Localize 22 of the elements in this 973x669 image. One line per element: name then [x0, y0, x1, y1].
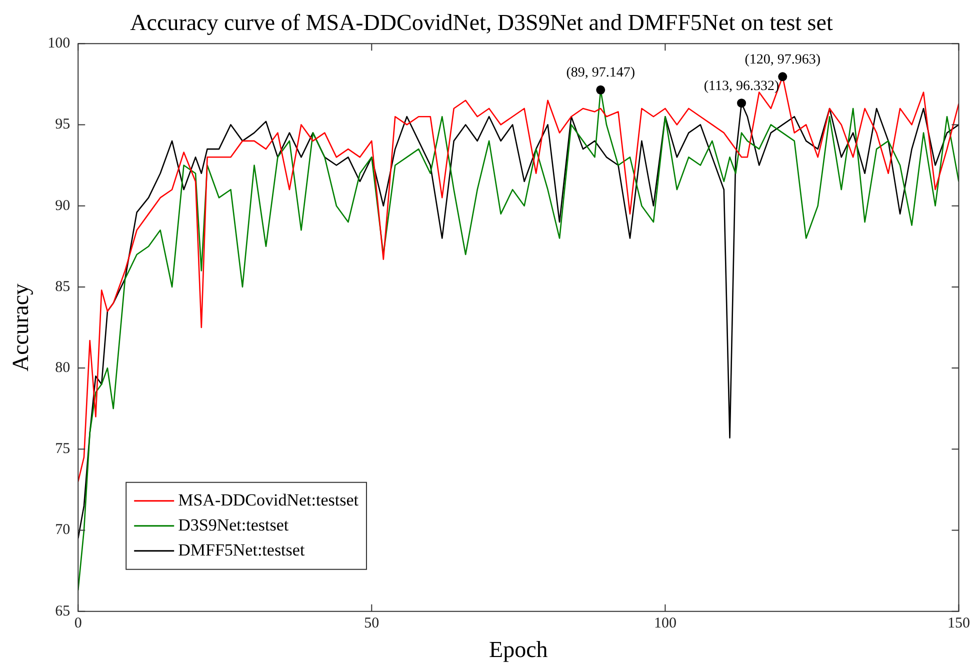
x-tick-label: 100 [654, 615, 676, 632]
annotation: (120, 97.963) [744, 52, 821, 68]
x-axis-title: Epoch [489, 637, 548, 662]
legend-label: DMFF5Net:testset [178, 540, 305, 560]
annotation: (89, 97.147) [566, 66, 636, 81]
y-axis-title: Accuracy [8, 282, 33, 372]
y-tick-label: 90 [55, 198, 70, 214]
y-tick-label: 80 [55, 360, 70, 376]
y-tick-label: 100 [48, 36, 70, 52]
legend-label: MSA-DDCovidNet:testset [178, 490, 359, 510]
y-tick-label: 75 [55, 441, 70, 458]
chart-title: Accuracy curve of MSA-DDCovidNet, D3S9Net and DMFF5Net on test set [130, 10, 834, 35]
legend-label: D3S9Net:testset [178, 515, 289, 534]
x-tick-label: 50 [364, 615, 380, 632]
y-tick-label: 85 [55, 278, 70, 295]
y-tick-label: 65 [55, 603, 70, 620]
x-tick-label: 0 [74, 615, 82, 632]
x-tick-label: 150 [948, 615, 970, 632]
point [737, 98, 746, 108]
y-tick-label: 95 [55, 116, 70, 133]
annotation: (113, 96.332) [704, 78, 780, 94]
y-tick-label: 70 [55, 522, 70, 538]
